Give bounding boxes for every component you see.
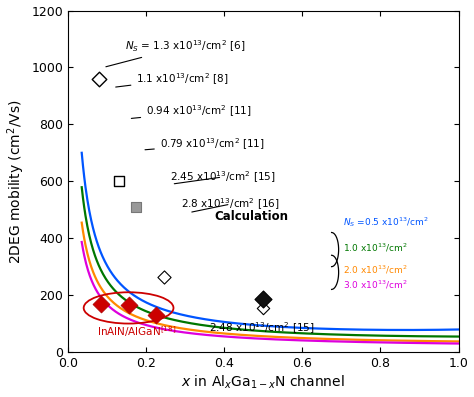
Text: Calculation: Calculation xyxy=(214,210,289,223)
Point xyxy=(95,76,103,82)
Point xyxy=(152,312,160,318)
Text: 1.0 x10$^{13}$/cm$^2$: 1.0 x10$^{13}$/cm$^2$ xyxy=(343,242,408,254)
Point xyxy=(160,274,167,280)
Point xyxy=(115,178,123,185)
X-axis label: $x$ in Al$_x$Ga$_{1-x}$N channel: $x$ in Al$_x$Ga$_{1-x}$N channel xyxy=(182,374,345,391)
Text: 2.48 x10$^{13}$/cm$^2$ [15]: 2.48 x10$^{13}$/cm$^2$ [15] xyxy=(209,305,314,335)
Text: $N_S$ =0.5 x10$^{13}$/cm$^2$: $N_S$ =0.5 x10$^{13}$/cm$^2$ xyxy=(343,216,429,229)
Text: 0.94 x10$^{13}$/cm$^2$ [11]: 0.94 x10$^{13}$/cm$^2$ [11] xyxy=(131,104,252,119)
Text: 0.79 x10$^{13}$/cm$^2$ [11]: 0.79 x10$^{13}$/cm$^2$ [11] xyxy=(145,137,264,152)
Point xyxy=(98,301,105,307)
Point xyxy=(259,296,267,303)
Text: $N_S$ = 1.3 x10$^{13}$/cm$^2$ [6]: $N_S$ = 1.3 x10$^{13}$/cm$^2$ [6] xyxy=(106,39,245,67)
Text: 2.45 x10$^{13}$/cm$^2$ [15]: 2.45 x10$^{13}$/cm$^2$ [15] xyxy=(170,169,275,185)
Point xyxy=(125,302,132,308)
Text: 2.0 x10$^{13}$/cm$^2$: 2.0 x10$^{13}$/cm$^2$ xyxy=(343,263,408,276)
Point xyxy=(259,305,267,311)
Y-axis label: 2DEG mobility (cm$^2$/Vs): 2DEG mobility (cm$^2$/Vs) xyxy=(6,99,27,264)
Text: 2.8 x10$^{13}$/cm$^2$ [16]: 2.8 x10$^{13}$/cm$^2$ [16] xyxy=(181,196,280,212)
Text: InAlN/AlGaN$^{[18]}$: InAlN/AlGaN$^{[18]}$ xyxy=(97,325,177,339)
Text: 1.1 x10$^{13}$/cm$^2$ [8]: 1.1 x10$^{13}$/cm$^2$ [8] xyxy=(116,71,228,87)
Text: 3.0 x10$^{13}$/cm$^2$: 3.0 x10$^{13}$/cm$^2$ xyxy=(343,279,408,291)
Point xyxy=(133,204,140,210)
